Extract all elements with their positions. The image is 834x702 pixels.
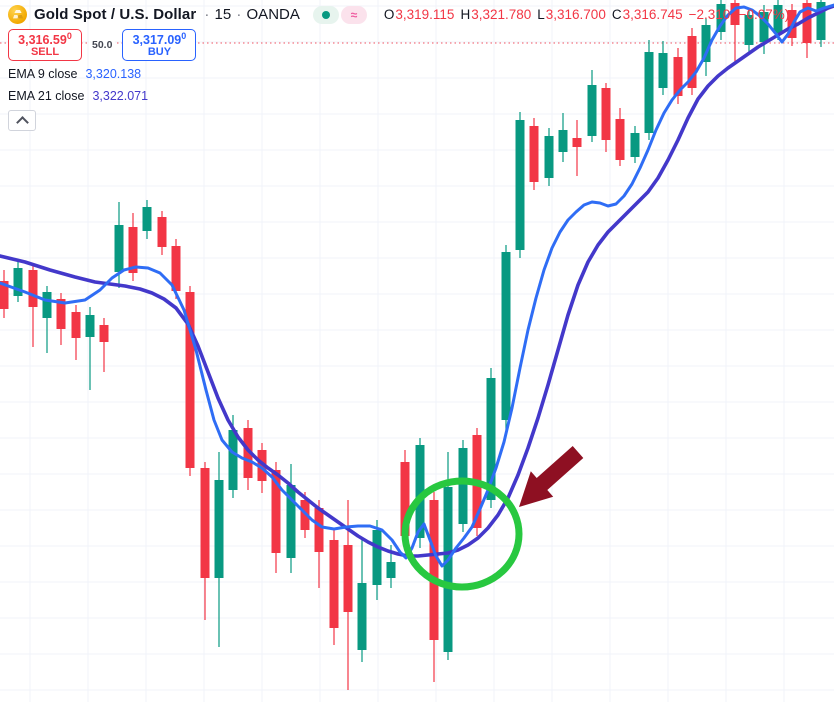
candle-body-up	[773, 5, 783, 33]
buy-price: 3,317.090	[132, 30, 187, 47]
chevron-up-icon	[15, 116, 29, 129]
market-open-badge[interactable]	[312, 5, 339, 24]
candle-body-up	[816, 2, 826, 40]
trade-panel: 3,316.590 SELL 50.0 3,317.090 BUY	[8, 29, 197, 61]
candle-body-up	[644, 52, 654, 133]
candle-body-up	[630, 133, 640, 157]
candle-body-up	[587, 85, 597, 136]
candle-body-down	[343, 545, 353, 612]
symbol-title[interactable]: Gold Spot / U.S. Dollar	[34, 6, 197, 23]
delayed-data-badge[interactable]: ≈	[340, 5, 367, 24]
candle-body-up	[386, 562, 396, 578]
candle-body-down	[730, 3, 740, 25]
candle-body-down	[687, 36, 697, 88]
candle-body-down	[271, 470, 281, 553]
candle-body-up	[658, 53, 668, 88]
buy-button[interactable]: 3,317.090 BUY	[122, 29, 197, 61]
ema21-line	[0, 4, 834, 558]
indicator-row-ema21[interactable]: EMA 21 close 3,322.071	[8, 89, 149, 103]
candle-body-down	[171, 246, 181, 291]
crossover-highlight-circle	[401, 477, 523, 591]
sell-button[interactable]: 3,316.590 SELL	[8, 29, 82, 61]
candle-body-up	[85, 315, 95, 337]
candle-body-up	[415, 445, 425, 538]
candle-body-down	[329, 540, 339, 628]
candle-body-down	[673, 57, 683, 96]
candle-body-down	[157, 217, 167, 247]
ema21-value: 3,322.071	[92, 89, 149, 103]
candle-body-down	[28, 270, 38, 307]
candle-body-down	[200, 468, 210, 578]
candle-body-up	[744, 15, 754, 45]
candle-body-down	[128, 227, 138, 273]
candle-body-down	[185, 292, 195, 468]
candle-body-up	[486, 378, 496, 500]
candle-body-up	[372, 530, 382, 585]
ema9-line	[0, 3, 834, 568]
candle-body-up	[501, 252, 511, 420]
candle-body-up	[357, 583, 367, 650]
ema9-value: 3,320.138	[85, 67, 142, 81]
gold-instrument-icon	[8, 5, 27, 24]
candle-body-down	[615, 119, 625, 160]
candle-body-up	[515, 120, 525, 250]
candle-body-up	[458, 448, 468, 524]
candle-body-up	[228, 430, 238, 490]
indicator-legend: EMA 9 close 3,320.138 EMA 21 close 3,322…	[8, 63, 148, 107]
symbol-header: Gold Spot / U.S. Dollar · 15 · OANDA ≈ O…	[8, 5, 789, 24]
spread-value: 50.0	[89, 38, 116, 52]
candle-body-up	[558, 130, 568, 152]
crossover-arrow-annotation	[519, 446, 584, 507]
candle-body-down	[601, 88, 611, 140]
candle-body-up	[114, 225, 124, 272]
buy-label: BUY	[147, 45, 172, 58]
open-value: 3,319.115	[395, 7, 455, 22]
candle-body-up	[214, 480, 224, 578]
candle-body-up	[544, 136, 554, 178]
candle-body-up	[142, 207, 152, 231]
close-value: 3,316.745	[622, 7, 683, 22]
exchange-label[interactable]: OANDA	[246, 6, 300, 23]
candle-body-down	[99, 325, 109, 342]
candle-body-down	[0, 281, 9, 309]
candle-body-down	[802, 3, 812, 43]
candle-body-up	[701, 25, 711, 62]
ohlc-readout: O 3,319.115 H 3,321.780 L 3,316.700 C 3,316.…	[383, 7, 790, 22]
low-value: 3,316.700	[545, 7, 606, 22]
candle-body-down	[529, 126, 539, 182]
market-status-dot-icon	[321, 10, 330, 19]
sell-price: 3,316.590	[18, 30, 72, 47]
status-badges: ≈	[312, 5, 367, 24]
candle-body-down	[71, 312, 81, 338]
candle-body-up	[716, 4, 726, 32]
collapse-legend-button[interactable]	[8, 110, 36, 131]
interval-label[interactable]: 15	[214, 6, 232, 23]
indicator-row-ema9[interactable]: EMA 9 close 3,320.138	[8, 67, 142, 81]
change-value: −2.310 (−0.07%)	[688, 7, 790, 22]
candle-body-up	[759, 12, 769, 42]
candle-body-up	[443, 487, 453, 652]
sell-label: SELL	[30, 45, 60, 58]
candle-body-down	[314, 508, 324, 552]
candle-body-up	[42, 292, 52, 318]
candle-body-down	[243, 428, 253, 478]
candle-body-down	[400, 462, 410, 536]
candle-body-up	[13, 268, 23, 296]
candle-body-up	[286, 485, 296, 558]
candle-body-down	[572, 138, 582, 147]
interval-exchange: · 15 · OANDA	[204, 6, 300, 23]
high-value: 3,321.780	[471, 7, 532, 22]
candle-body-down	[429, 500, 439, 640]
candle-body-down	[56, 299, 66, 329]
